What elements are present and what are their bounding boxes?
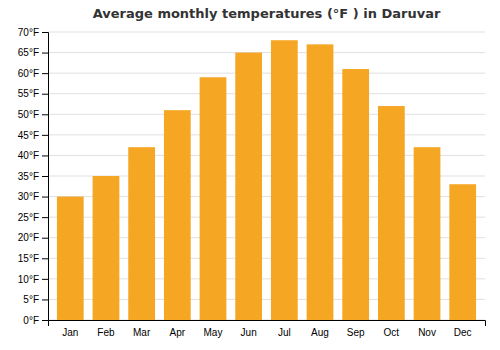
x-tick-label: Apr <box>170 327 186 338</box>
y-tick-mark <box>42 135 48 136</box>
y-tick: 5°F <box>23 294 48 305</box>
y-tick-mark <box>42 155 48 156</box>
y-tick-label: 20°F <box>18 232 39 243</box>
y-tick: 60°F <box>18 68 48 79</box>
y-tick-mark <box>42 32 48 33</box>
x-tick: Dec <box>454 327 472 338</box>
bar <box>235 53 262 320</box>
bar <box>307 44 334 320</box>
grid-line <box>48 134 485 135</box>
title: Average monthly temperatures (°F ) in Da… <box>93 6 441 21</box>
x-tick: Jan <box>62 327 78 338</box>
y-tick-label: 55°F <box>18 88 39 99</box>
y-tick: 45°F <box>18 130 48 141</box>
x-tick-label: Mar <box>133 327 151 338</box>
y-tick: 30°F <box>18 191 48 202</box>
x-tick: Feb <box>97 327 115 338</box>
grid-line <box>48 114 485 115</box>
y-tick: 65°F <box>18 47 48 58</box>
y-tick-label: 50°F <box>18 109 39 120</box>
bar <box>271 40 298 320</box>
bars <box>57 40 476 320</box>
y-tick: 70°F <box>18 27 48 38</box>
x-tick: Nov <box>418 327 436 338</box>
y-tick-mark <box>42 279 48 280</box>
y-tick-label: 0°F <box>23 315 39 326</box>
bar <box>164 110 191 320</box>
y-tick-mark <box>42 299 48 300</box>
y-tick-label: 30°F <box>18 191 39 202</box>
y-tick-label: 70°F <box>18 27 39 38</box>
chart: Average monthly temperatures (°F ) in Da… <box>0 0 500 350</box>
y-tick: 0°F <box>23 315 48 326</box>
y-tick-label: 25°F <box>18 212 39 223</box>
y-tick: 35°F <box>18 171 48 182</box>
y-tick-mark <box>42 238 48 239</box>
y-tick: 40°F <box>18 150 48 161</box>
y-tick-mark <box>42 94 48 95</box>
grid-line <box>48 73 485 74</box>
x-tick-label: Oct <box>384 327 400 338</box>
x-tick: Oct <box>384 327 400 338</box>
y-tick-mark <box>42 258 48 259</box>
y-tick-mark <box>42 176 48 177</box>
y-tick: 55°F <box>18 88 48 99</box>
x-tick: Mar <box>133 327 151 338</box>
x-axis-line <box>49 321 486 327</box>
x-tick: Jul <box>278 327 291 338</box>
y-tick-mark <box>42 320 48 321</box>
x-tick-label: Jun <box>241 327 257 338</box>
x-tick-label: Aug <box>311 327 329 338</box>
y-tick: 20°F <box>18 232 48 243</box>
bar <box>57 197 84 320</box>
y-tick-label: 15°F <box>18 253 39 264</box>
bar <box>449 184 476 320</box>
y-tick: 15°F <box>18 253 48 264</box>
bar <box>200 77 227 320</box>
y-tick-mark <box>42 217 48 218</box>
x-tick-label: May <box>204 327 223 338</box>
y-tick-mark <box>42 73 48 74</box>
x-tick-label: Jan <box>62 327 78 338</box>
x-tick: May <box>204 327 223 338</box>
y-tick: 50°F <box>18 109 48 120</box>
y-tick-label: 10°F <box>18 274 39 285</box>
x-tick: Apr <box>170 327 186 338</box>
bar <box>342 69 369 320</box>
y-axis-line <box>42 33 49 321</box>
y-tick-label: 45°F <box>18 130 39 141</box>
x-tick: Aug <box>311 327 329 338</box>
bar <box>414 147 441 320</box>
x-tick-label: Nov <box>418 327 436 338</box>
x-tick-label: Sep <box>347 327 365 338</box>
grid <box>48 32 485 320</box>
bar <box>128 147 155 320</box>
y-tick-label: 60°F <box>18 68 39 79</box>
grid-line <box>48 93 485 94</box>
bar <box>378 106 405 320</box>
grid-line <box>48 32 485 33</box>
y-axis: 0°F 5°F 10°F 15°F 20°F 25°F 30°F 35°F 40°F 45°F 50… <box>18 27 49 326</box>
plot: 0°F 5°F 10°F 15°F 20°F 25°F 30°F 35°F 40°F 45°F 50… <box>18 27 486 338</box>
x-tick-label: Dec <box>454 327 472 338</box>
y-tick-label: 40°F <box>18 150 39 161</box>
bar <box>93 176 120 320</box>
y-tick-mark <box>42 197 48 198</box>
y-tick-mark <box>42 114 48 115</box>
x-tick: Jun <box>241 327 257 338</box>
y-tick-label: 65°F <box>18 47 39 58</box>
grid-line <box>48 52 485 53</box>
x-axis: Jan Feb Mar Apr May Jun Jul Aug Sep Oct Nov Dec <box>49 321 486 339</box>
x-tick-label: Feb <box>97 327 115 338</box>
y-tick-label: 5°F <box>23 294 39 305</box>
y-tick: 10°F <box>18 274 48 285</box>
y-tick-label: 35°F <box>18 171 39 182</box>
y-tick: 25°F <box>18 212 48 223</box>
y-tick-mark <box>42 53 48 54</box>
x-tick: Sep <box>347 327 365 338</box>
x-tick-label: Jul <box>278 327 291 338</box>
